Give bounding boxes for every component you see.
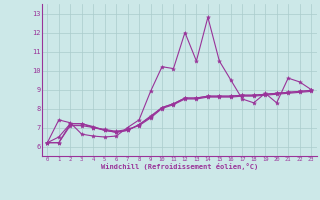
X-axis label: Windchill (Refroidissement éolien,°C): Windchill (Refroidissement éolien,°C) xyxy=(100,163,258,170)
